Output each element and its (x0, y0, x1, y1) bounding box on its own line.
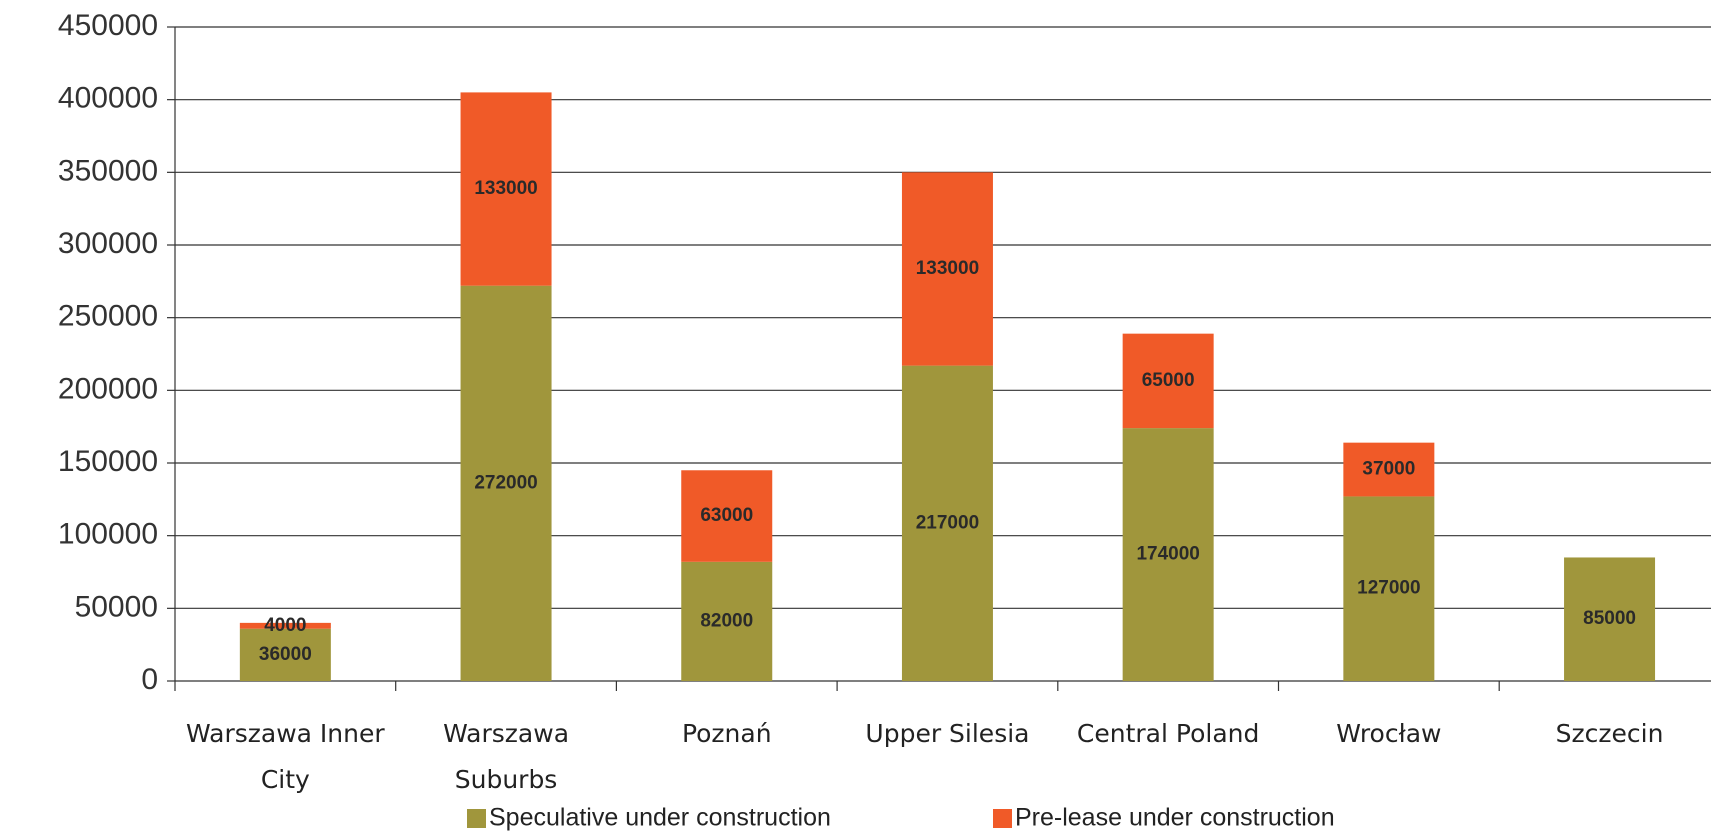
bar-segment (460, 92, 552, 286)
value-label: 133000 (916, 258, 979, 279)
value-label: 65000 (1142, 370, 1195, 391)
value-label: 36000 (259, 644, 312, 665)
bar-segment (239, 622, 331, 629)
value-label: 85000 (1583, 608, 1636, 629)
x-tick-label: Warszawa Suburbs (443, 719, 569, 794)
x-tick-label: Wrocław (1336, 719, 1441, 748)
y-tick-label: 300000 (58, 227, 158, 260)
bar-segment (1122, 333, 1214, 429)
legend-label: Speculative under construction (489, 804, 831, 832)
value-label: 63000 (700, 505, 753, 526)
value-label: 174000 (1136, 544, 1199, 565)
bar-segment (681, 470, 773, 562)
y-tick-label: 350000 (58, 154, 158, 187)
value-label: 217000 (916, 512, 979, 533)
legend-swatch (993, 809, 1012, 828)
y-tick-label: 150000 (58, 445, 158, 478)
bar-segment (1343, 442, 1435, 497)
legend-label: Pre-lease under construction (1015, 804, 1335, 832)
value-label: 127000 (1357, 578, 1420, 599)
bar-segment (460, 285, 552, 681)
y-tick-label: 50000 (75, 590, 158, 623)
bar-segment (901, 365, 993, 681)
y-tick-label: 200000 (58, 372, 158, 405)
y-tick-label: 100000 (58, 518, 158, 551)
bar-segment (1564, 557, 1656, 681)
x-tick-label: Szczecin (1556, 719, 1664, 748)
x-tick-label: Upper Silesia (865, 719, 1029, 748)
x-tick-label: Poznań (682, 719, 772, 748)
value-label: 133000 (474, 178, 537, 199)
y-tick-label: 450000 (58, 9, 158, 42)
y-tick-label: 250000 (58, 300, 158, 333)
value-label: 37000 (1362, 459, 1415, 480)
value-label: 82000 (700, 610, 753, 631)
bar-segment (1343, 496, 1435, 681)
legend-swatch (467, 809, 486, 828)
x-tick-label: Central Poland (1077, 719, 1259, 748)
y-tick-label: 400000 (58, 82, 158, 115)
bar-segment (681, 561, 773, 681)
value-label: 272000 (474, 472, 537, 493)
bar-segment (901, 172, 993, 366)
value-label: 4000 (264, 615, 306, 636)
x-tick-label: Warszawa Inner City (186, 719, 385, 794)
y-tick-label: 0 (141, 663, 158, 696)
bar-segment (239, 628, 331, 681)
bar-segment (1122, 428, 1214, 681)
